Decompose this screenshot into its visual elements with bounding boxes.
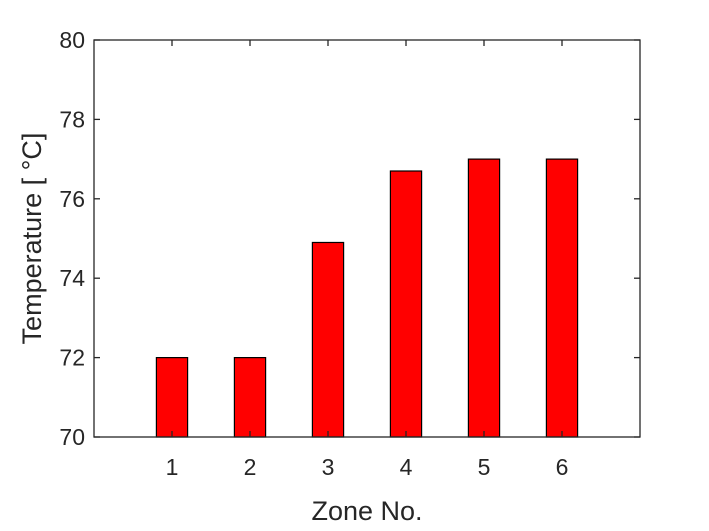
x-tick-label: 1 [166, 454, 179, 480]
y-tick-label: 74 [59, 265, 85, 291]
x-tick-label: 2 [244, 454, 257, 480]
x-tick-labels: 1 2 3 4 5 6 [166, 454, 569, 480]
y-tick-label: 70 [59, 424, 85, 450]
x-tick-label: 5 [478, 454, 491, 480]
bar-zone-1 [155, 357, 189, 438]
bar-zone-4 [389, 170, 423, 438]
x-axis-label: Zone No. [311, 496, 422, 526]
y-tick-label: 80 [59, 27, 85, 53]
y-tick-label: 78 [59, 106, 85, 132]
plot-frame [93, 39, 641, 438]
bar-zone-6 [545, 158, 579, 438]
x-tick-label: 3 [322, 454, 335, 480]
bar-zone-5 [467, 158, 501, 438]
x-tick-label: 6 [556, 454, 569, 480]
bar-zone-3 [311, 241, 345, 438]
y-axis-label: Temperature [ °C] [17, 133, 47, 345]
x-tick-label: 4 [400, 454, 413, 480]
bar-zone-2 [233, 357, 267, 438]
y-tick-label: 76 [59, 186, 85, 212]
y-tick-labels: 70 72 74 76 78 80 [59, 27, 85, 450]
bars-group [155, 158, 579, 438]
y-tick-label: 72 [59, 345, 85, 371]
